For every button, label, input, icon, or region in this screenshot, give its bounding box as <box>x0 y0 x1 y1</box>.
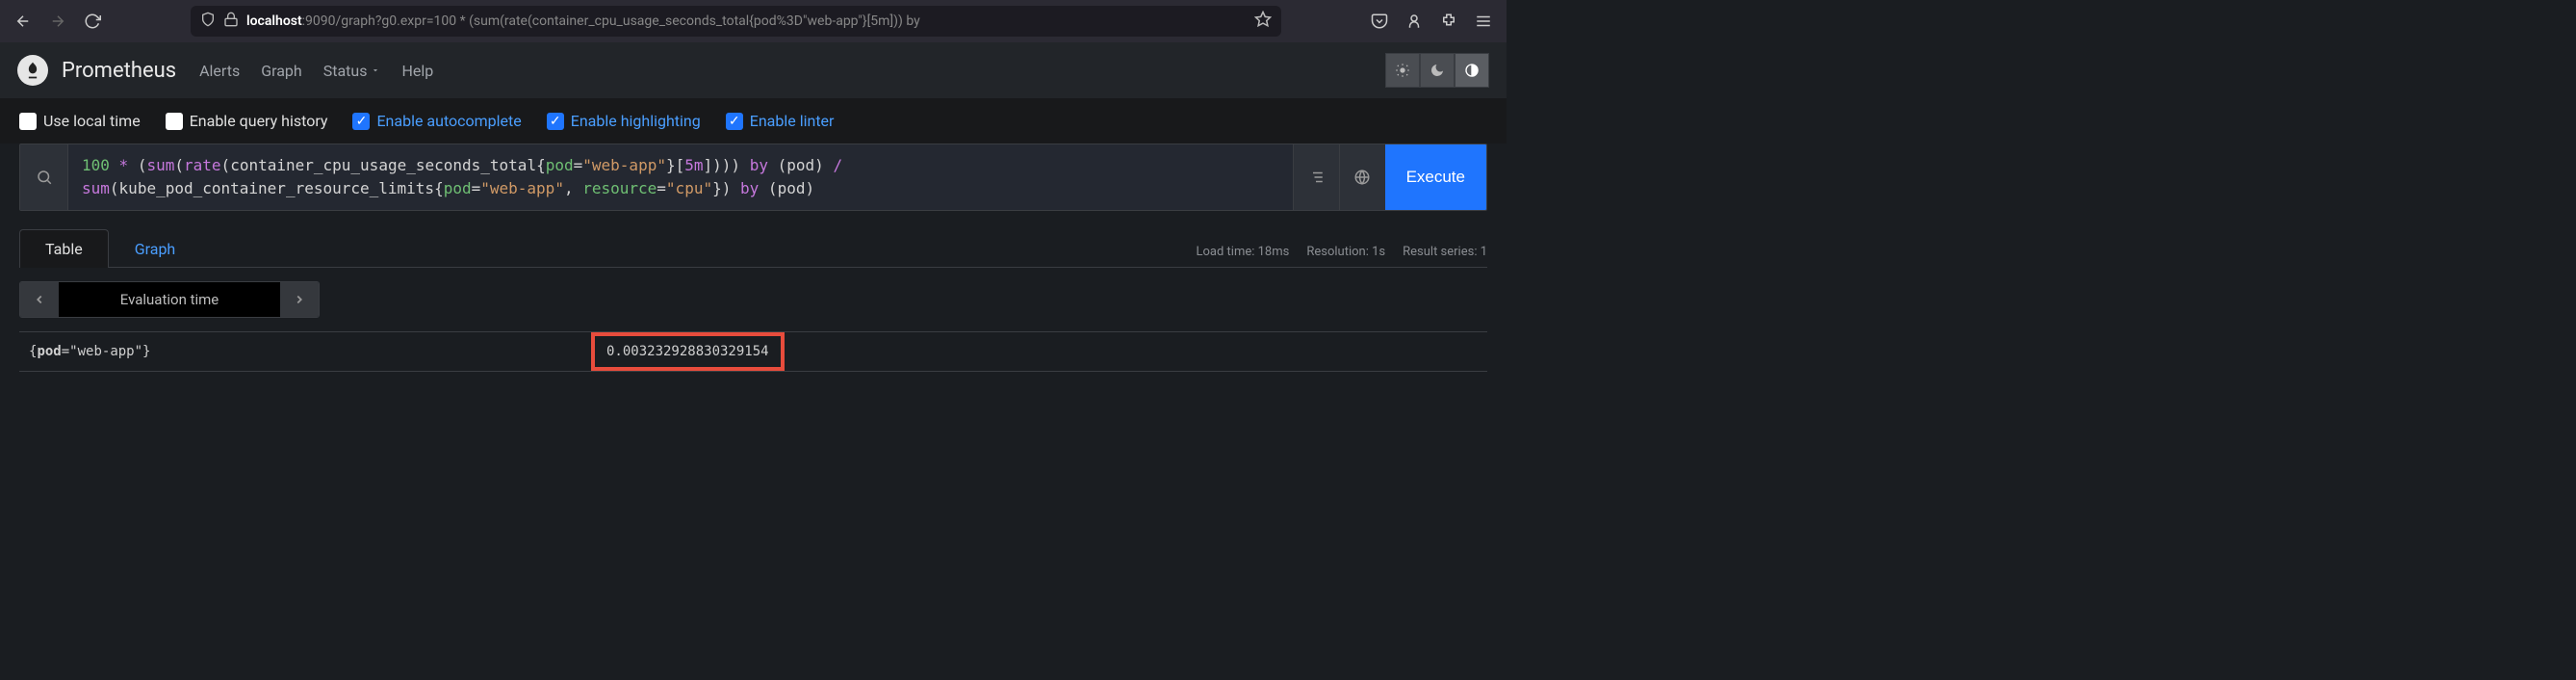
nav-status-label: Status <box>323 62 368 80</box>
url-bar[interactable]: localhost:9090/graph?g0.expr=100 * (sum(… <box>191 6 1281 37</box>
result-value: 0.003232928830329154 <box>606 344 769 359</box>
nav-help[interactable]: Help <box>401 62 433 80</box>
format-query-button[interactable] <box>1293 144 1339 210</box>
query-stats: Load time: 18ms Resolution: 1s Result se… <box>1197 245 1488 267</box>
result-value-cell: 0.003232928830329154 <box>606 344 769 359</box>
nav-links: Alerts Graph Status Help <box>199 62 433 80</box>
tabs-row: Table Graph Load time: 18ms Resolution: … <box>19 228 1487 268</box>
eval-row: Evaluation time <box>19 281 1487 318</box>
stat-load: Load time: 18ms <box>1197 245 1290 259</box>
checkbox-unchecked-icon[interactable] <box>19 113 37 130</box>
account-icon[interactable] <box>1401 8 1428 35</box>
back-button[interactable] <box>10 8 37 35</box>
extensions-icon[interactable] <box>1435 8 1462 35</box>
eval-prev-button[interactable] <box>20 282 59 317</box>
opt-query-history[interactable]: Enable query history <box>166 112 328 130</box>
checkbox-checked-icon[interactable]: ✓ <box>726 113 743 130</box>
opt-local-time-label: Use local time <box>43 112 141 130</box>
stat-resolution: Resolution: 1s <box>1306 245 1385 259</box>
theme-dark-button[interactable] <box>1420 53 1455 88</box>
url-text: localhost:9090/graph?g0.expr=100 * (sum(… <box>246 13 1247 29</box>
result-labels: {pod="web-app"} <box>29 344 606 359</box>
opt-local-time[interactable]: Use local time <box>19 112 141 130</box>
lock-icon <box>223 12 239 31</box>
opt-query-history-label: Enable query history <box>190 112 328 130</box>
query-editor[interactable]: 100 * (sum(rate(container_cpu_usage_seco… <box>68 144 1293 210</box>
query-row: 100 * (sum(rate(container_cpu_usage_seco… <box>19 144 1487 211</box>
nav-status[interactable]: Status <box>323 62 381 80</box>
menu-icon[interactable] <box>1470 8 1497 35</box>
evaluation-time-widget: Evaluation time <box>19 281 320 318</box>
execute-button[interactable]: Execute <box>1385 144 1486 210</box>
globe-button[interactable] <box>1339 144 1385 210</box>
nav-graph[interactable]: Graph <box>261 62 302 80</box>
chevron-down-icon <box>371 65 380 75</box>
browser-toolbar: localhost:9090/graph?g0.expr=100 * (sum(… <box>0 0 1507 42</box>
opt-highlighting[interactable]: ✓ Enable highlighting <box>547 112 701 130</box>
prometheus-logo-icon <box>17 55 48 86</box>
stat-series: Result series: 1 <box>1403 245 1487 259</box>
opt-linter-label: Enable linter <box>750 112 835 130</box>
pocket-icon[interactable] <box>1366 8 1393 35</box>
checkbox-checked-icon[interactable]: ✓ <box>352 113 370 130</box>
tab-graph[interactable]: Graph <box>109 229 202 268</box>
table-row: {pod="web-app"} 0.003232928830329154 <box>19 332 1487 372</box>
eval-next-button[interactable] <box>280 282 319 317</box>
forward-button[interactable] <box>44 8 71 35</box>
brand-name: Prometheus <box>62 59 176 83</box>
opt-autocomplete[interactable]: ✓ Enable autocomplete <box>352 112 521 130</box>
options-row: Use local time Enable query history ✓ En… <box>0 98 1507 144</box>
app-navbar: Prometheus Alerts Graph Status Help <box>0 42 1507 98</box>
theme-light-button[interactable] <box>1385 53 1420 88</box>
result-table: {pod="web-app"} 0.003232928830329154 <box>19 331 1487 372</box>
bookmark-star-icon[interactable] <box>1254 11 1272 32</box>
checkbox-checked-icon[interactable]: ✓ <box>547 113 564 130</box>
opt-linter[interactable]: ✓ Enable linter <box>726 112 835 130</box>
theme-toggle <box>1385 53 1489 88</box>
theme-auto-button[interactable] <box>1455 53 1489 88</box>
checkbox-unchecked-icon[interactable] <box>166 113 183 130</box>
opt-autocomplete-label: Enable autocomplete <box>376 112 521 130</box>
opt-highlighting-label: Enable highlighting <box>571 112 701 130</box>
brand[interactable]: Prometheus <box>17 55 176 86</box>
metrics-explorer-button[interactable] <box>20 144 68 210</box>
reload-button[interactable] <box>79 8 106 35</box>
eval-time-input[interactable]: Evaluation time <box>59 282 280 317</box>
nav-alerts[interactable]: Alerts <box>199 62 240 80</box>
shield-icon <box>200 12 216 31</box>
tab-table[interactable]: Table <box>19 229 109 268</box>
